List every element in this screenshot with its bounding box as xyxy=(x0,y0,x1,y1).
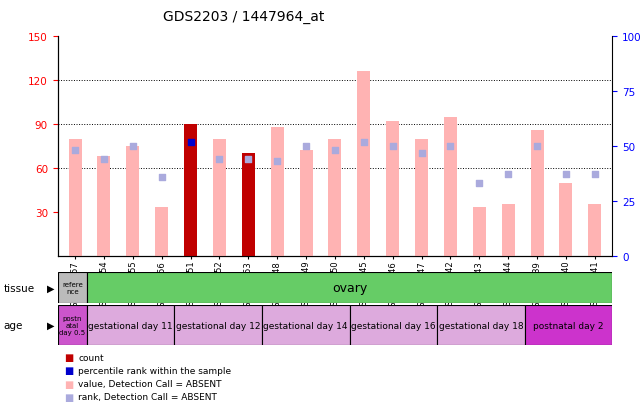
Bar xyxy=(560,183,572,256)
Bar xyxy=(262,306,349,345)
Point xyxy=(70,148,80,154)
Text: gestational day 14: gestational day 14 xyxy=(263,321,348,330)
Text: ■: ■ xyxy=(64,352,73,362)
Bar xyxy=(174,306,262,345)
Bar xyxy=(328,139,342,256)
Text: gestational day 16: gestational day 16 xyxy=(351,321,436,330)
Text: GDS2203 / 1447964_at: GDS2203 / 1447964_at xyxy=(163,10,324,24)
Bar xyxy=(415,139,428,256)
Point xyxy=(532,143,542,150)
Text: gestational day 12: gestational day 12 xyxy=(176,321,260,330)
Point xyxy=(388,143,398,150)
Bar xyxy=(349,306,437,345)
Point xyxy=(503,172,513,178)
Bar xyxy=(524,306,612,345)
Text: ovary: ovary xyxy=(332,282,367,294)
Bar xyxy=(58,273,87,304)
Text: count: count xyxy=(78,353,104,362)
Bar xyxy=(213,139,226,256)
Text: postnatal day 2: postnatal day 2 xyxy=(533,321,604,330)
Point xyxy=(156,174,167,180)
Text: ■: ■ xyxy=(64,392,73,402)
Point xyxy=(128,143,138,150)
Point xyxy=(445,143,456,150)
Point xyxy=(329,148,340,154)
Point xyxy=(417,150,427,157)
Point xyxy=(243,157,253,163)
Text: rank, Detection Call = ABSENT: rank, Detection Call = ABSENT xyxy=(78,392,217,401)
Bar xyxy=(69,139,81,256)
Bar xyxy=(386,122,399,256)
Point xyxy=(359,139,369,145)
Text: postn
atal
day 0.5: postn atal day 0.5 xyxy=(59,315,85,335)
Bar xyxy=(58,306,87,345)
Point xyxy=(301,143,311,150)
Bar xyxy=(126,147,139,256)
Text: gestational day 18: gestational day 18 xyxy=(438,321,523,330)
Text: ■: ■ xyxy=(64,379,73,389)
Text: refere
nce: refere nce xyxy=(62,282,83,294)
Text: age: age xyxy=(3,320,22,330)
Bar xyxy=(502,205,515,256)
Bar xyxy=(271,128,284,256)
Text: value, Detection Call = ABSENT: value, Detection Call = ABSENT xyxy=(78,379,222,388)
Point xyxy=(590,172,600,178)
Bar xyxy=(531,131,544,256)
Point xyxy=(185,139,196,145)
Text: ▶: ▶ xyxy=(47,320,54,330)
Bar xyxy=(473,208,486,256)
Point xyxy=(272,159,282,165)
Bar xyxy=(184,125,197,256)
Bar xyxy=(357,72,370,256)
Text: tissue: tissue xyxy=(3,283,35,293)
Bar xyxy=(97,157,110,256)
Text: percentile rank within the sample: percentile rank within the sample xyxy=(78,366,231,375)
Text: ■: ■ xyxy=(64,366,73,375)
Bar xyxy=(437,306,524,345)
Text: gestational day 11: gestational day 11 xyxy=(88,321,173,330)
Point xyxy=(474,180,485,187)
Bar xyxy=(242,154,254,256)
Bar xyxy=(588,205,601,256)
Point xyxy=(214,157,224,163)
Bar xyxy=(155,208,168,256)
Bar xyxy=(444,117,457,256)
Text: ▶: ▶ xyxy=(47,283,54,293)
Point xyxy=(561,172,571,178)
Point xyxy=(99,157,109,163)
Bar xyxy=(87,306,174,345)
Bar xyxy=(299,151,313,256)
